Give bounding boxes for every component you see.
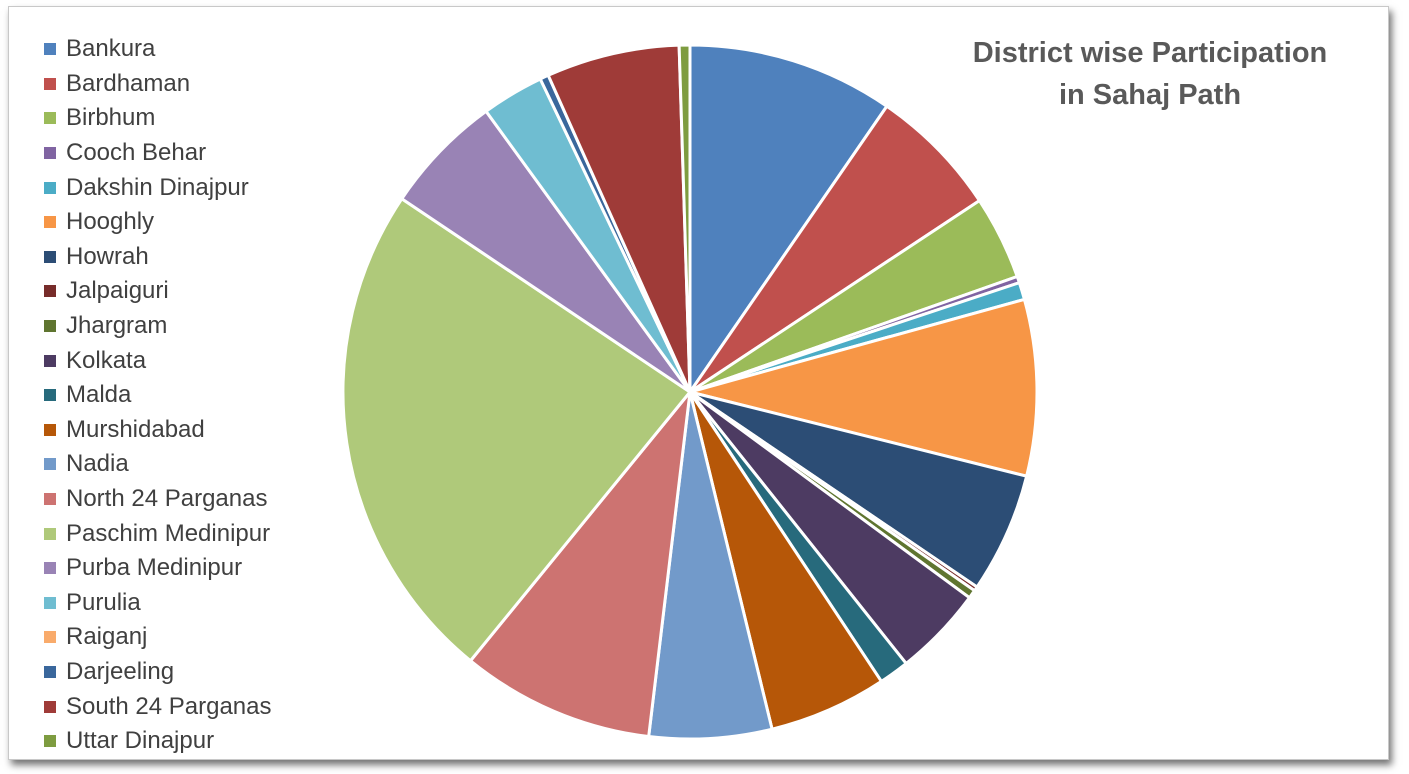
legend-swatch (44, 735, 56, 748)
pie-slice (469, 390, 692, 739)
legend-swatch (44, 631, 56, 644)
legend-label: Purulia (66, 588, 141, 616)
legend-swatch (44, 596, 56, 609)
legend-label: Darjeeling (66, 657, 175, 685)
legend-item: Malda (44, 378, 272, 413)
legend-swatch (44, 527, 56, 540)
chart-legend: Bankura Bardhaman Birbhum Cooch Behar Dakshi… (44, 32, 272, 758)
pie-slice (688, 104, 981, 394)
legend-swatch (44, 493, 56, 506)
legend-label: Paschim Medinipur (66, 519, 271, 547)
legend-label: Bardhaman (66, 69, 191, 97)
legend-swatch (44, 665, 56, 678)
chart-title: District wise Participation in Sahaj Pat… (940, 32, 1360, 116)
legend-label: Kolkata (66, 346, 147, 374)
legend-label: Jalpaiguri (66, 277, 169, 305)
legend-item: Birbhum (44, 101, 272, 136)
legend-label: Purba Medinipur (66, 554, 243, 582)
legend-swatch (44, 562, 56, 575)
legend-item: Purulia (44, 586, 272, 621)
legend-label: Cooch Behar (66, 139, 207, 167)
legend-swatch (44, 147, 56, 160)
pie-slice (341, 197, 692, 663)
legend-swatch (44, 423, 56, 436)
legend-label: Dakshin Dinajpur (66, 173, 249, 201)
legend-label: Nadia (66, 450, 129, 478)
legend-label: North 24 Parganas (66, 485, 268, 513)
legend-item: Cooch Behar (44, 136, 272, 171)
legend-swatch (44, 700, 56, 713)
legend-item: Kolkata (44, 343, 272, 378)
legend-item: Murshidabad (44, 413, 272, 448)
legend-swatch (44, 354, 56, 367)
legend-swatch (44, 458, 56, 471)
pie-slice (688, 43, 889, 394)
legend-item: South 24 Parganas (44, 689, 272, 724)
legend-swatch (44, 112, 56, 125)
legend-swatch (44, 285, 56, 298)
legend-swatch (44, 77, 56, 90)
legend-item: Dakshin Dinajpur (44, 170, 272, 205)
legend-item: Raiganj (44, 620, 272, 655)
legend-item: Uttar Dinajpur (44, 724, 272, 759)
legend-item: Purba Medinipur (44, 551, 272, 586)
legend-label: Murshidabad (66, 415, 205, 443)
legend-label: Uttar Dinajpur (66, 727, 215, 755)
legend-item: Hooghly (44, 205, 272, 240)
legend-item: Jhargram (44, 309, 272, 344)
legend-label: Howrah (66, 242, 149, 270)
legend-item: Paschim Medinipur (44, 516, 272, 551)
chart-title-line-2: in Sahaj Path (1058, 79, 1242, 111)
legend-label: Birbhum (66, 104, 156, 132)
legend-item: Bardhaman (44, 67, 272, 102)
pie-slice (677, 43, 692, 394)
pie-slice (688, 297, 1039, 478)
legend-swatch (44, 250, 56, 263)
legend-swatch (44, 181, 56, 194)
legend-label: Hooghly (66, 208, 155, 236)
legend-item: Howrah (44, 240, 272, 275)
legend-item: Jalpaiguri (44, 274, 272, 309)
legend-swatch (44, 320, 56, 333)
legend-label: Raiganj (66, 623, 148, 651)
legend-item: Darjeeling (44, 655, 272, 690)
legend-item: North 24 Parganas (44, 482, 272, 517)
legend-swatch (44, 43, 56, 56)
legend-label: Malda (66, 381, 132, 409)
legend-label: Bankura (66, 35, 156, 63)
legend-swatch (44, 216, 56, 229)
legend-item: Nadia (44, 447, 272, 482)
chart-title-line-1: District wise Participation (972, 37, 1328, 69)
pie-slice (647, 390, 774, 741)
pie-slice (546, 43, 692, 394)
legend-swatch (44, 389, 56, 402)
legend-label: Jhargram (66, 312, 168, 340)
legend-label: South 24 Parganas (66, 692, 272, 720)
legend-item: Bankura (44, 32, 272, 67)
